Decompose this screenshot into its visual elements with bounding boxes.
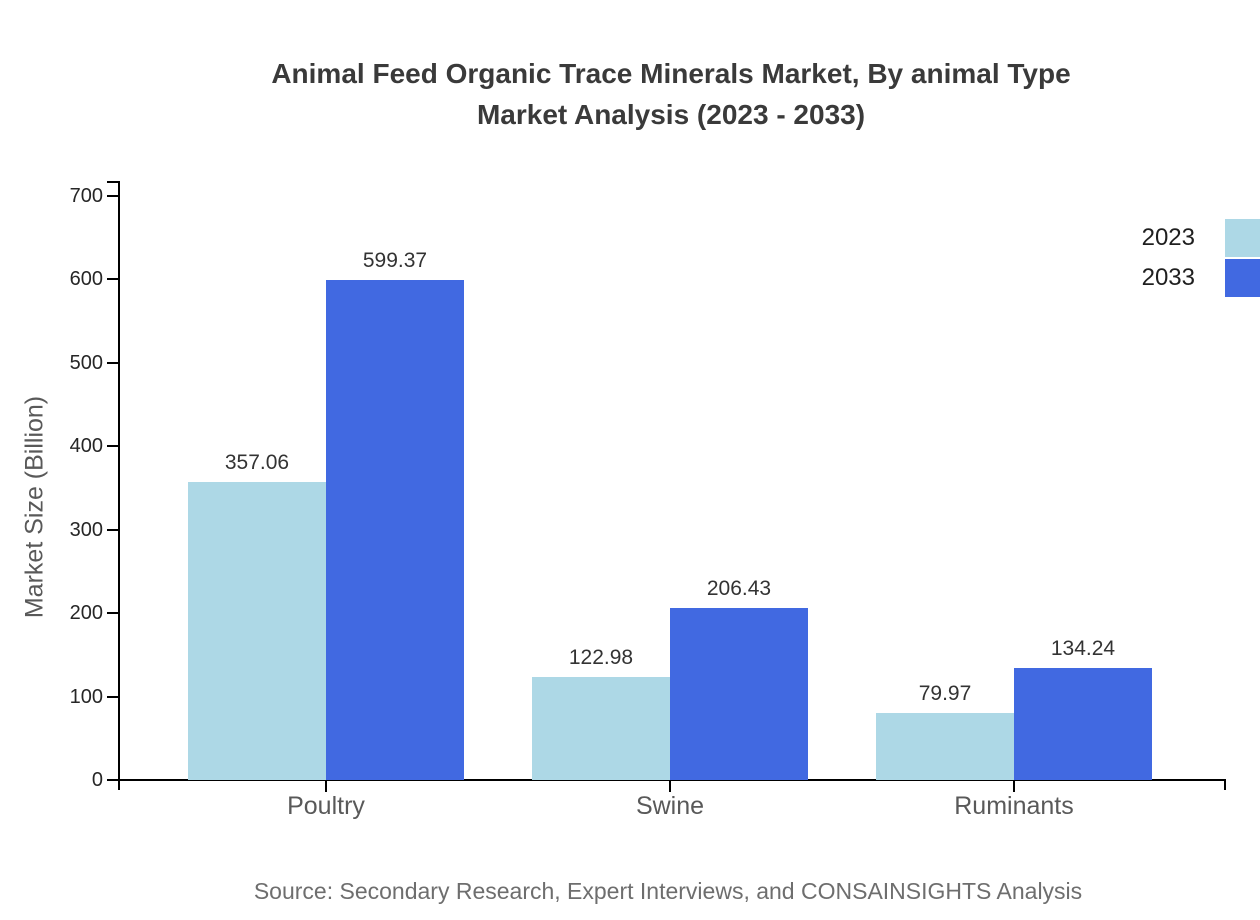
y-tick: [107, 612, 118, 615]
y-axis-title: Market Size (Billion): [20, 395, 49, 619]
bar-value-label: 206.43: [706, 577, 772, 600]
y-tick-label: 400: [69, 435, 103, 458]
chart-title: Animal Feed Organic Trace Minerals Marke…: [76, 53, 1260, 135]
bar-value-label: 599.37: [362, 249, 428, 272]
bar: [326, 280, 464, 780]
bar: [670, 608, 808, 780]
bar-value-label: 79.97: [918, 682, 972, 705]
bar: [188, 482, 326, 780]
x-axis-right-cap: [1224, 779, 1226, 790]
legend-item: 2033: [1142, 259, 1260, 297]
y-axis-spine: [118, 181, 120, 790]
y-tick: [107, 361, 118, 364]
x-tick: [669, 781, 671, 792]
y-tick: [107, 779, 118, 781]
legend-swatch: [1225, 219, 1260, 257]
legend-label: 2023: [1141, 224, 1195, 251]
x-tick-label: Poultry: [287, 792, 365, 820]
y-tick-label: 600: [69, 268, 103, 291]
y-tick-label: 0: [91, 769, 103, 791]
legend-item: 2023: [1142, 219, 1260, 257]
y-tick: [107, 195, 118, 197]
y-axis-top-cap: [107, 181, 120, 183]
legend-swatch: [1225, 259, 1260, 297]
y-tick: [107, 695, 118, 698]
x-tick-label: Ruminants: [954, 792, 1074, 820]
legend: 2023 2033: [1142, 219, 1260, 299]
bar: [532, 677, 670, 780]
y-tick-label: 100: [69, 685, 103, 708]
x-axis-line: [118, 779, 1226, 781]
bar-value-label: 122.98: [568, 646, 634, 669]
y-tick: [107, 278, 118, 281]
y-tick: [107, 528, 118, 531]
y-tick-label: 700: [69, 185, 103, 207]
y-tick: [107, 445, 118, 448]
source-note: Source: Secondary Research, Expert Inter…: [253, 878, 1083, 904]
y-tick-label: 200: [69, 602, 103, 625]
bar: [1014, 668, 1152, 780]
bar-value-label: 357.06: [224, 451, 290, 474]
x-tick: [1013, 781, 1015, 792]
chart-title-line1: Animal Feed Organic Trace Minerals Marke…: [271, 58, 1071, 89]
bar-value-label: 134.24: [1050, 637, 1116, 660]
chart-title-line2: Market Analysis (2023 - 2033): [476, 99, 866, 130]
x-tick: [325, 781, 327, 792]
legend-label: 2033: [1141, 264, 1195, 291]
x-tick-label: Swine: [635, 792, 705, 820]
bar: [876, 713, 1014, 780]
y-tick-label: 500: [69, 351, 103, 374]
y-tick-label: 300: [69, 518, 103, 541]
